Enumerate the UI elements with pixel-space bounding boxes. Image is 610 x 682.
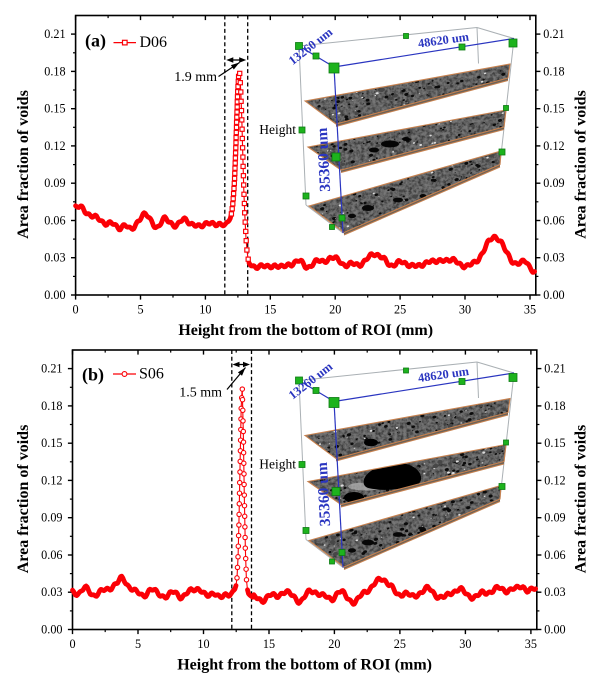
svg-text:0.03: 0.03 [544, 585, 565, 599]
svg-text:0.09: 0.09 [544, 511, 565, 525]
svg-text:(b): (b) [82, 365, 104, 386]
svg-text:35: 35 [524, 303, 536, 317]
svg-text:0.09: 0.09 [44, 176, 65, 190]
svg-text:35360 um: 35360 um [314, 127, 334, 192]
svg-text:Area fraction of voids: Area fraction of voids [573, 425, 590, 574]
svg-text:10: 10 [199, 303, 211, 317]
svg-text:Height: Height [259, 122, 296, 137]
svg-text:0.09: 0.09 [41, 511, 62, 525]
svg-text:S06: S06 [139, 366, 164, 383]
svg-text:15: 15 [264, 303, 276, 317]
svg-text:0.00: 0.00 [544, 623, 565, 637]
svg-text:D06: D06 [140, 34, 168, 51]
svg-text:0.00: 0.00 [41, 623, 62, 637]
svg-text:0.06: 0.06 [544, 548, 565, 562]
svg-text:0.15: 0.15 [44, 102, 65, 116]
svg-text:0.06: 0.06 [543, 214, 564, 228]
svg-text:0.18: 0.18 [41, 399, 62, 413]
svg-text:Area fraction of voids: Area fraction of voids [15, 90, 32, 239]
svg-text:0: 0 [69, 637, 75, 651]
svg-text:10: 10 [197, 637, 209, 651]
svg-text:0.21: 0.21 [41, 362, 62, 376]
svg-text:Height: Height [259, 457, 296, 472]
svg-text:0.09: 0.09 [543, 176, 564, 190]
svg-text:0.00: 0.00 [543, 288, 564, 302]
svg-text:Area fraction of voids: Area fraction of voids [15, 425, 32, 574]
svg-text:25: 25 [394, 303, 406, 317]
svg-text:1.5 mm: 1.5 mm [179, 386, 222, 401]
svg-text:0.03: 0.03 [543, 251, 564, 265]
svg-text:0.00: 0.00 [44, 288, 65, 302]
svg-text:0.12: 0.12 [543, 139, 564, 153]
svg-text:0.15: 0.15 [543, 102, 564, 116]
svg-text:Area fraction of voids: Area fraction of voids [573, 90, 590, 239]
svg-text:25: 25 [394, 637, 406, 651]
svg-text:0: 0 [73, 303, 79, 317]
svg-text:30: 30 [459, 303, 471, 317]
svg-text:0.18: 0.18 [44, 64, 65, 78]
svg-text:35: 35 [525, 637, 537, 651]
svg-text:(a): (a) [85, 31, 106, 52]
svg-text:20: 20 [329, 303, 341, 317]
svg-text:Height from the bottom of ROI: Height from the bottom of ROI (mm) [177, 656, 432, 673]
svg-text:15: 15 [263, 637, 275, 651]
svg-text:30: 30 [459, 637, 471, 651]
svg-text:5: 5 [135, 637, 141, 651]
svg-text:0.21: 0.21 [44, 27, 65, 41]
svg-text:0.21: 0.21 [544, 362, 565, 376]
svg-text:0.03: 0.03 [44, 251, 65, 265]
svg-text:0.12: 0.12 [544, 473, 565, 487]
svg-text:0.15: 0.15 [544, 436, 565, 450]
svg-text:0.06: 0.06 [44, 214, 65, 228]
svg-text:20: 20 [328, 637, 340, 651]
svg-text:0.12: 0.12 [41, 473, 62, 487]
svg-text:35360 um: 35360 um [314, 462, 334, 527]
svg-text:0.18: 0.18 [544, 399, 565, 413]
svg-text:0.03: 0.03 [41, 585, 62, 599]
svg-text:0.12: 0.12 [44, 139, 65, 153]
svg-text:0.06: 0.06 [41, 548, 62, 562]
svg-text:0.15: 0.15 [41, 436, 62, 450]
svg-text:0.21: 0.21 [543, 27, 564, 41]
svg-text:1.9 mm: 1.9 mm [174, 70, 217, 85]
svg-text:Height from the bottom of ROI: Height from the bottom of ROI (mm) [178, 322, 433, 339]
svg-text:5: 5 [137, 303, 143, 317]
svg-text:0.18: 0.18 [543, 64, 564, 78]
